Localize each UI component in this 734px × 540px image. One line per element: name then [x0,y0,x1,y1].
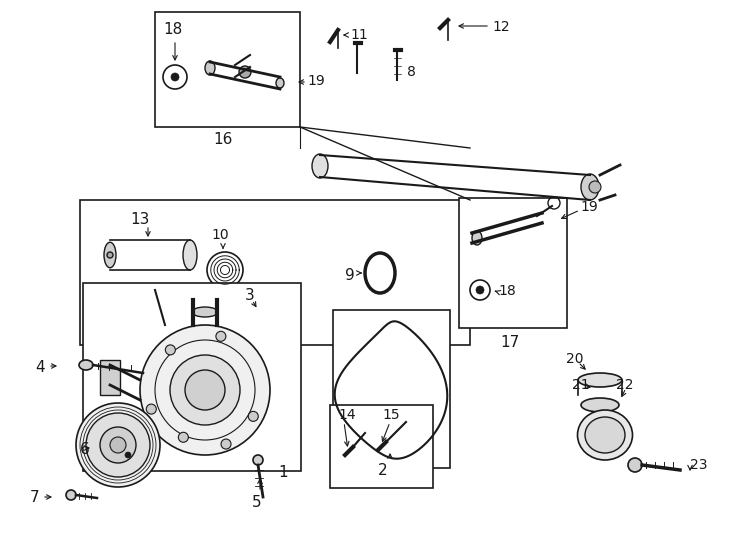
Circle shape [185,370,225,410]
Text: 20: 20 [566,352,584,366]
Ellipse shape [205,61,215,75]
Bar [83,283,301,471]
Bar [330,405,433,488]
Ellipse shape [578,373,622,387]
Circle shape [589,181,601,193]
Circle shape [86,413,150,477]
Circle shape [140,325,270,455]
Text: 15: 15 [382,408,399,422]
Text: 14: 14 [338,408,356,422]
Ellipse shape [183,240,197,270]
Text: 3: 3 [245,288,255,303]
Text: 9: 9 [345,268,355,283]
Ellipse shape [253,455,263,465]
Bar [333,310,450,468]
Ellipse shape [276,78,284,88]
Text: 6: 6 [80,442,90,457]
Bar [80,200,470,345]
Circle shape [100,427,136,463]
Ellipse shape [104,242,116,268]
Bar [155,12,300,127]
Text: 21: 21 [572,378,589,392]
Ellipse shape [628,458,642,472]
Circle shape [221,439,231,449]
Ellipse shape [581,174,599,200]
Ellipse shape [192,307,218,317]
Text: 10: 10 [211,228,229,242]
Circle shape [165,345,175,355]
Ellipse shape [66,490,76,500]
Text: 4: 4 [35,360,45,375]
Circle shape [125,452,131,458]
Bar [459,198,567,328]
Text: 18: 18 [498,284,516,298]
Ellipse shape [312,154,328,178]
Text: 19: 19 [580,200,597,214]
Circle shape [110,437,126,453]
Text: 1: 1 [278,465,288,480]
Ellipse shape [79,360,93,370]
Text: 16: 16 [213,132,233,147]
Text: 11: 11 [350,28,368,42]
Text: 23: 23 [690,458,708,472]
Circle shape [76,403,160,487]
Circle shape [107,252,113,258]
Ellipse shape [472,231,482,245]
Text: 13: 13 [130,212,150,227]
Circle shape [476,286,484,294]
Circle shape [171,73,179,81]
Text: 2: 2 [378,463,388,478]
Text: 22: 22 [616,378,633,392]
Text: 7: 7 [30,490,40,505]
Text: 19: 19 [307,74,324,88]
Circle shape [216,332,226,341]
Text: 5: 5 [252,495,261,510]
Text: 17: 17 [500,335,519,350]
Circle shape [178,433,189,442]
Circle shape [239,66,251,78]
Ellipse shape [585,417,625,453]
Ellipse shape [578,410,633,460]
Text: 12: 12 [492,20,509,34]
Text: 18: 18 [163,22,182,37]
Ellipse shape [581,398,619,412]
Text: 8: 8 [407,65,416,79]
Bar [100,360,120,395]
Circle shape [170,355,240,425]
Circle shape [146,404,156,414]
Circle shape [248,411,258,421]
